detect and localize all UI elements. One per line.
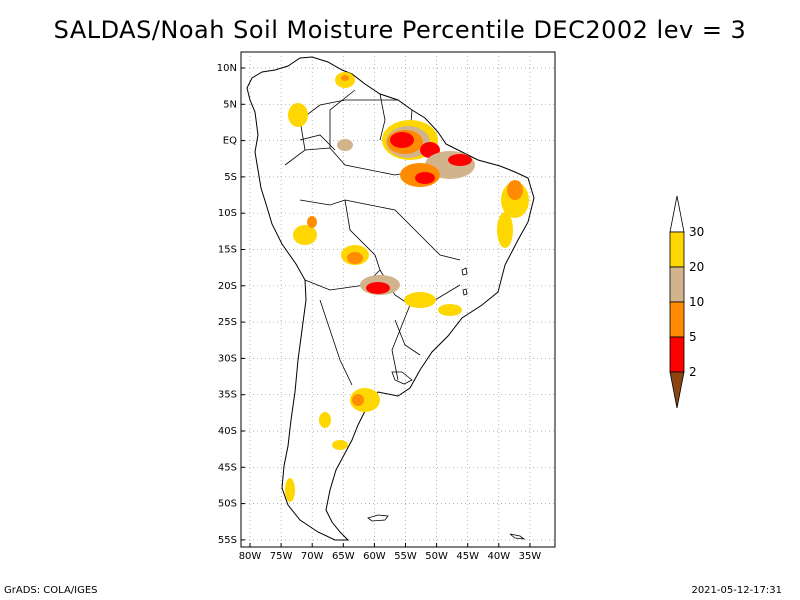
colorbar-label: 10 bbox=[689, 295, 704, 309]
lon-tick-label: 45W bbox=[456, 551, 479, 562]
shading-yellow-7 bbox=[293, 225, 317, 245]
latitude-labels: 10N 5N EQ 5S 10S 15S 20S 25S 30S 35S 40S 45S 50S 55S bbox=[217, 63, 245, 546]
lat-tick-label: 45S bbox=[218, 462, 237, 473]
longitude-labels: 80W 75W 70W 65W 60W 55W 50W 45W 40W 35W bbox=[239, 543, 542, 562]
colorbar-top-arrow bbox=[669, 195, 685, 233]
shading-orange-5 bbox=[347, 252, 363, 264]
shading-yellow-3 bbox=[497, 212, 513, 248]
shading-red-1 bbox=[390, 132, 414, 148]
lon-tick-label: 60W bbox=[363, 551, 386, 562]
shading-yellow-8 bbox=[404, 292, 436, 308]
shading-yellow-4 bbox=[288, 103, 308, 127]
lon-tick-label: 35W bbox=[519, 551, 542, 562]
lat-tick-label: 40S bbox=[218, 426, 237, 437]
lon-tick-label: 80W bbox=[239, 551, 262, 562]
lat-tick-label: 30S bbox=[218, 353, 237, 364]
colorbar-segment bbox=[669, 266, 685, 303]
lon-tick-label: 40W bbox=[487, 551, 510, 562]
gridlines bbox=[241, 52, 555, 547]
map-title: SALDAS/Noah Soil Moisture Percentile DEC… bbox=[53, 16, 747, 44]
islands bbox=[367, 267, 526, 540]
lat-tick-label: 55S bbox=[218, 535, 237, 546]
shading-orange-4 bbox=[341, 75, 349, 81]
shading-orange-6 bbox=[307, 216, 317, 228]
soil-moisture-shading bbox=[285, 72, 529, 502]
shading-orange-7 bbox=[352, 394, 364, 406]
shading-orange-3 bbox=[507, 180, 523, 200]
colorbar-segment bbox=[669, 231, 685, 268]
lon-tick-label: 75W bbox=[270, 551, 293, 562]
colorbar-bottom-arrow bbox=[669, 371, 685, 409]
lat-tick-label: 50S bbox=[218, 499, 237, 510]
shading-red-4 bbox=[415, 172, 435, 184]
lat-tick-label: 25S bbox=[218, 317, 237, 328]
lat-tick-label: EQ bbox=[223, 136, 237, 147]
shading-red-3 bbox=[448, 154, 472, 166]
shading-yellow-13 bbox=[285, 478, 295, 502]
shading-yellow-11 bbox=[319, 412, 331, 428]
colorbar-label: 30 bbox=[689, 225, 704, 239]
lon-tick-label: 50W bbox=[425, 551, 448, 562]
footer-credit: GrADS: COLA/IGES bbox=[4, 585, 98, 596]
shading-yellow-9 bbox=[438, 304, 462, 316]
colorbar-segment bbox=[669, 301, 685, 338]
lat-tick-label: 10S bbox=[218, 208, 237, 219]
colorbar: 30 20 10 5 2 bbox=[669, 195, 704, 409]
continent-outline bbox=[246, 56, 535, 541]
lon-tick-label: 55W bbox=[394, 551, 417, 562]
lat-tick-label: 5N bbox=[223, 99, 237, 110]
footer-timestamp: 2021-05-12-17:31 bbox=[691, 585, 782, 596]
shading-yellow-12 bbox=[332, 440, 348, 450]
colorbar-label: 5 bbox=[689, 330, 697, 344]
lat-tick-label: 35S bbox=[218, 390, 237, 401]
colorbar-label: 2 bbox=[689, 365, 697, 379]
shading-tan-3 bbox=[337, 139, 353, 151]
lat-tick-label: 20S bbox=[218, 281, 237, 292]
lat-tick-label: 10N bbox=[217, 63, 237, 74]
lat-tick-label: 15S bbox=[218, 245, 237, 256]
colorbar-label: 20 bbox=[689, 260, 704, 274]
shading-yellow-10 bbox=[350, 388, 380, 412]
lon-tick-label: 70W bbox=[301, 551, 324, 562]
shading-red-5 bbox=[366, 282, 390, 294]
lat-tick-label: 5S bbox=[224, 172, 237, 183]
colorbar-segment bbox=[669, 336, 685, 373]
lon-tick-label: 65W bbox=[332, 551, 355, 562]
